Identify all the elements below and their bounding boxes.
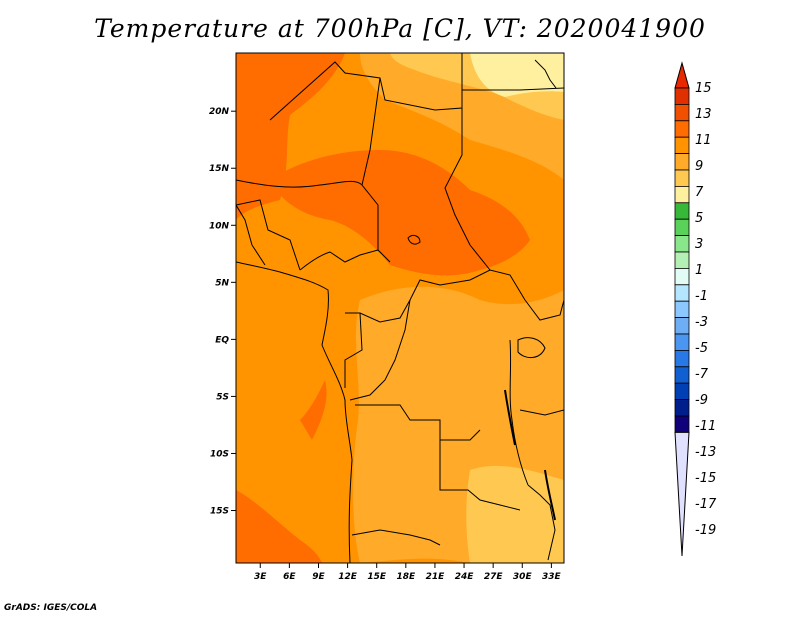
grads-credit: GrADS: IGES/COLA [4,603,98,613]
colorbar: 15 13 11 9 7 5 3 1 -1 -3 -5 -7 -9 -11 -13 -15 -17 -19 [674,61,717,557]
border-south-3 [439,420,521,511]
field-11-13-west [236,53,345,220]
lon-tick-label: 9E [312,572,325,582]
border-central-3 [344,312,363,388]
colorbar-level-label: 11 [695,133,712,148]
colorbar-level-label: -5 [695,341,708,356]
lon-tick-label: 18E [396,572,416,582]
border-south-2 [351,529,441,546]
colorbar-swatch [674,202,690,220]
lake-victoria [517,337,546,358]
colorbar-swatch [674,136,690,154]
colorbar-level-label: -3 [695,315,708,330]
field-11-13-sahel [270,150,530,276]
colorbar-swatch [674,399,690,417]
lat-tick-label: 20N [209,107,230,117]
lake-chad [407,234,421,245]
lat-tick-label: 15N [209,164,230,174]
colorbar-swatch [674,104,690,122]
colorbar-swatch [674,87,690,105]
map-title: Temperature at 700hPa [C], VT: 202004190… [94,14,706,43]
lake-malawi [544,469,556,521]
border-sahel-2 [236,199,301,271]
border-north-1 [269,53,463,121]
colorbar-bottom-arrow [674,431,690,557]
colorbar-swatch [674,169,690,187]
lat-tick-label: 10N [209,221,230,231]
colorbar-swatch [674,251,690,269]
latitude-axis: 20N 15N 10N 5N EQ 5S 10S 15S [209,107,236,517]
lon-tick-label: 21E [426,572,446,582]
lat-tick-label: 5N [215,278,229,288]
lon-tick-label: 12E [338,572,358,582]
lat-tick-label: 15S [210,507,229,517]
colorbar-level-label: 5 [695,211,703,226]
border-sahara-east [462,87,564,91]
colorbar-level-label: 13 [695,107,712,122]
colorbar-swatch [674,382,690,401]
colorbar-swatch [674,333,690,351]
border-east-3 [527,484,556,561]
colorbar-swatch [674,284,690,302]
field-5-7-south [466,465,564,563]
colorbar-level-label: -17 [695,497,717,512]
lon-tick-label: 6E [283,572,296,582]
border-sahel-3 [299,249,379,271]
colorbar-level-label: -1 [695,289,708,304]
border-central-1 [345,269,526,323]
temperature-field [236,53,564,563]
colorbar-swatch [674,300,690,319]
border-east-2 [509,339,529,486]
colorbar-level-label: -15 [695,471,716,486]
colorbar-level-label: 15 [695,81,712,96]
border-east-1 [524,299,564,321]
lon-tick-label: 3E [254,572,267,582]
colorbar-swatch [674,120,690,138]
border-north-2 [361,77,391,263]
coastline-red-sea [534,59,557,89]
colorbar-level-label: -19 [695,523,716,538]
colorbar-swatch [674,218,690,236]
country-borders [236,53,564,563]
colorbar-level-label: -9 [695,393,708,408]
lat-tick-label: 5S [216,392,229,402]
colorbar-swatch [674,185,690,204]
lon-tick-label: 27E [484,572,504,582]
lat-tick-label: EQ [215,335,229,345]
lon-tick-label: 15E [367,572,387,582]
field-11-13-southwest [236,490,322,563]
lon-tick-label: 33E [542,572,562,582]
colorbar-swatch [674,349,690,368]
colorbar-level-label: -7 [695,367,709,382]
colorbar-level-label: 3 [695,237,703,252]
colorbar-level-label: 9 [695,159,703,174]
border-east-4 [519,409,564,416]
colorbar-level-label: 7 [695,185,704,200]
field-11-13-coast [300,380,327,440]
colorbar-swatch [674,366,690,384]
lon-tick-label: 24E [455,572,475,582]
border-west-coast-1 [236,204,266,266]
lat-tick-label: 10S [210,449,229,459]
border-sahel-1 [236,179,363,188]
colorbar-level-label: -11 [695,419,716,434]
colorbar-swatch [674,153,690,171]
colorbar-level-label: 1 [695,263,703,278]
border-central-2 [349,299,411,401]
colorbar-swatch [674,415,690,433]
longitude-axis: 3E 6E 9E 12E 15E 18E 21E 24E 27E 30E 33E [254,563,562,582]
map-frame [235,52,565,564]
colorbar-level-label: -13 [695,445,716,460]
colorbar-swatch [674,317,690,335]
colorbar-swatch [674,235,690,253]
field-3-5-north [470,53,564,97]
colorbar-swatch [674,267,690,286]
lake-tanganyika [504,389,516,446]
lon-tick-label: 30E [513,572,533,582]
coastline-west [236,261,353,563]
colorbar-top-arrow [674,61,690,89]
border-north-3 [444,108,491,271]
